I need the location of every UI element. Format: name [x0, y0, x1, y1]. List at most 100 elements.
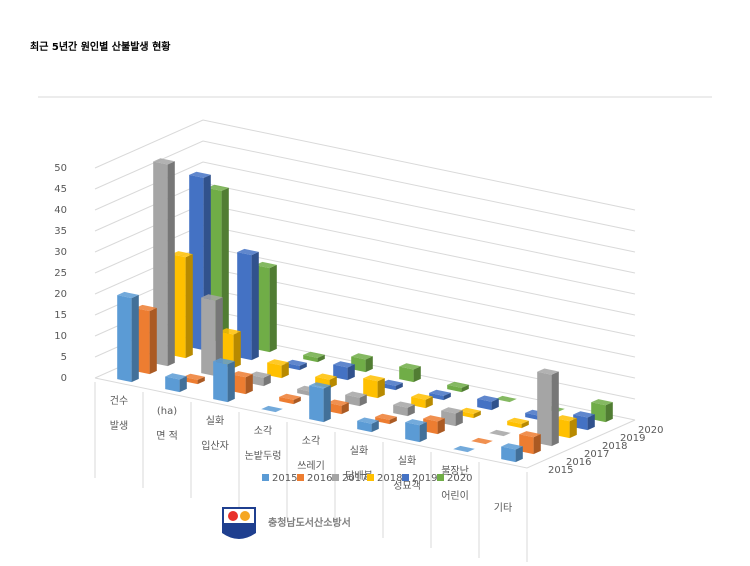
- bar-face: [363, 378, 378, 399]
- bar-face: [459, 410, 474, 419]
- bar-face: [495, 395, 517, 403]
- x-tick-label: 불장난: [441, 465, 469, 477]
- x-tick-label: 쓰레기: [297, 460, 325, 472]
- bar-face: [429, 392, 444, 401]
- bar-face: [393, 404, 408, 417]
- bar: [459, 407, 481, 419]
- y-tick-label: 40: [54, 205, 67, 216]
- bar-face: [381, 379, 403, 386]
- bar: [591, 399, 613, 423]
- bar-face: [587, 414, 595, 431]
- bar: [429, 389, 451, 401]
- bar-face: [303, 351, 325, 358]
- legend-label: 2015: [272, 473, 297, 484]
- bar-face: [219, 328, 241, 335]
- x-tick-label: 어린이: [441, 490, 469, 502]
- bar-face: [333, 364, 348, 381]
- bar-face: [555, 415, 577, 422]
- bar-face: [317, 354, 325, 363]
- bar: [333, 361, 355, 381]
- bar: [345, 391, 367, 407]
- bar-face: [327, 399, 349, 406]
- bar-face: [591, 399, 613, 406]
- bar-face: [345, 394, 360, 407]
- bar-face: [443, 392, 451, 401]
- bar-face: [393, 401, 415, 408]
- bar-face: [359, 394, 367, 407]
- bar: [405, 419, 427, 443]
- bar-face: [455, 410, 463, 427]
- bar: [117, 291, 139, 383]
- bar-face: [525, 412, 540, 421]
- bar-face: [251, 251, 259, 361]
- bar-face: [117, 291, 139, 299]
- bar-face: [263, 374, 271, 387]
- bar-face: [477, 395, 499, 402]
- bar-face: [573, 411, 595, 418]
- bar-face: [233, 331, 241, 369]
- bar-face: [267, 362, 282, 379]
- bar-face: [419, 422, 427, 443]
- grid-line: [94, 140, 636, 232]
- bar-face: [309, 385, 324, 423]
- legend-swatch: [332, 474, 339, 481]
- bar-face: [377, 378, 385, 399]
- bar: [279, 393, 301, 405]
- bar: [327, 399, 349, 415]
- bar-face: [405, 419, 427, 426]
- bar: [507, 417, 529, 429]
- bar-face: [333, 361, 355, 368]
- bar-face: [519, 431, 541, 438]
- legend-label: 2020: [447, 473, 472, 484]
- bar-face: [167, 161, 175, 367]
- bar: [261, 405, 283, 413]
- bar: [381, 379, 403, 391]
- bar-face: [309, 382, 331, 389]
- x-tick-label: 발생: [110, 420, 128, 432]
- bar-face: [185, 254, 193, 359]
- bar-face: [477, 398, 492, 411]
- y-tick-label: 15: [54, 310, 67, 321]
- bar-face: [347, 364, 355, 381]
- bar-face: [323, 385, 331, 423]
- x-tick-label: 논밭두렁: [245, 450, 282, 462]
- bar-face: [441, 407, 463, 414]
- bar-face: [245, 374, 253, 395]
- bar-face: [399, 366, 414, 383]
- x-tick-label: 소각: [254, 425, 272, 437]
- legend-swatch: [297, 474, 304, 481]
- x-tick-label: 실화: [398, 455, 416, 467]
- bar-face: [255, 261, 277, 269]
- bar-face: [551, 371, 559, 447]
- bar-face: [399, 363, 421, 370]
- bar-face: [501, 446, 516, 463]
- legend-label: 2019: [412, 473, 437, 484]
- bar-face: [447, 384, 462, 393]
- bar-face: [429, 389, 451, 396]
- bar-face: [189, 171, 211, 178]
- y-tick-label: 30: [54, 247, 67, 258]
- bar-face: [507, 417, 529, 424]
- bar-face: [357, 420, 372, 433]
- bar-face: [327, 402, 342, 415]
- bar-face: [441, 410, 456, 427]
- bar: [165, 373, 187, 393]
- floor-edge: [94, 377, 636, 469]
- bar: [357, 417, 379, 433]
- bar-face: [365, 356, 373, 373]
- bar-face: [569, 418, 577, 439]
- bar-face: [461, 384, 469, 393]
- bar-face: [227, 361, 235, 403]
- x-tick-label: 소각: [302, 435, 320, 447]
- bar-face: [407, 404, 415, 417]
- bar: [447, 381, 469, 393]
- bar-face: [473, 410, 481, 419]
- bar-face: [299, 362, 307, 371]
- y-tick-label: 25: [54, 268, 67, 279]
- bar-face: [453, 445, 475, 453]
- bar: [489, 429, 511, 437]
- bar: [213, 358, 235, 403]
- y-tick-label: 35: [54, 226, 67, 237]
- bar-face: [117, 295, 132, 383]
